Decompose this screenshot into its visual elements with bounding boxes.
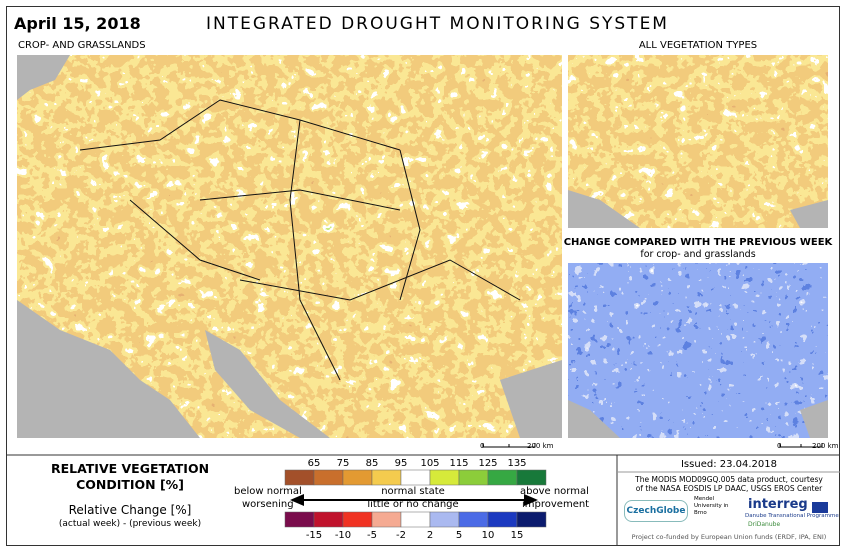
legend-swatch <box>342 469 373 486</box>
map-raster <box>568 263 828 438</box>
legend-swatch <box>429 511 460 528</box>
map-raster <box>568 55 828 228</box>
legend-swatch <box>371 469 402 486</box>
legend-break: 75 <box>337 458 350 469</box>
issued: Issued: 23.04.2018 <box>680 459 777 470</box>
legend-break: 65 <box>308 458 321 469</box>
scale-start: 0 <box>777 442 782 450</box>
logo-dridanube: DriDanube <box>748 521 781 528</box>
legend-break: -15 <box>306 530 322 541</box>
sea <box>568 400 828 438</box>
legend-swatch <box>487 469 518 486</box>
change-note: (actual week) - (previous week) <box>58 519 202 529</box>
credit: The MODIS MOD09GQ.005 data product, cour… <box>635 475 823 484</box>
scale-end: 200 km <box>812 442 839 450</box>
change-label: CHANGE COMPARED WITH THE PREVIOUS WEEK <box>563 237 833 248</box>
legend-swatch <box>487 511 518 528</box>
legend-break: 135 <box>507 458 526 469</box>
main-label: CROP- AND GRASSLANDS <box>18 40 146 51</box>
legend-break: 15 <box>511 530 524 541</box>
legend-swatch <box>400 469 431 486</box>
legend-swatch <box>429 469 460 486</box>
legend-break: 2 <box>427 530 433 541</box>
sea <box>568 190 828 228</box>
legend-swatch <box>516 469 547 486</box>
footer: Project co-funded by European Union fund… <box>631 533 827 541</box>
scale-end: 200 km <box>527 442 554 450</box>
legend-swatch <box>284 511 315 528</box>
legend-break: 10 <box>482 530 495 541</box>
legend-break: -10 <box>335 530 351 541</box>
legend-break: 5 <box>456 530 462 541</box>
logo-programme: Danube Transnational Programme <box>745 513 839 519</box>
legend-swatch <box>458 469 489 486</box>
scale-start: 0 <box>480 442 485 450</box>
legend-swatch <box>458 511 489 528</box>
borders <box>79 99 521 381</box>
legend-title: RELATIVE VEGETATION CONDITION [%] <box>50 461 210 492</box>
left-label: below normal <box>234 486 302 497</box>
logo-czechglobe: CzechGlobe <box>624 500 688 522</box>
legend-swatch <box>313 469 344 486</box>
main-map <box>17 55 562 438</box>
scale-bar <box>779 443 823 448</box>
side-map <box>568 55 828 228</box>
legend-swatch <box>342 511 373 528</box>
legend-break: 85 <box>366 458 379 469</box>
legend: 65 75 85 95 105 115 125 135 -15 -10 -5 -2 2 5 10 15 <box>284 458 547 541</box>
right-label: improvement <box>522 499 590 510</box>
center-label: normal state <box>381 486 445 497</box>
legend-swatch <box>516 511 547 528</box>
legend-swatch <box>400 511 431 528</box>
title: INTEGRATED DROUGHT MONITORING SYSTEM <box>206 14 669 34</box>
center-label: little or no change <box>367 499 459 510</box>
scale-bar <box>482 443 536 448</box>
legend-break: -5 <box>367 530 377 541</box>
frame <box>6 6 840 546</box>
legend-break: 125 <box>478 458 497 469</box>
left-label: worsening <box>242 499 294 510</box>
change-sublabel: for crop- and grasslands <box>640 249 756 260</box>
legend-break: 95 <box>395 458 408 469</box>
legend-swatch <box>313 511 344 528</box>
legend-swatch <box>371 511 402 528</box>
side-label: ALL VEGETATION TYPES <box>638 40 758 51</box>
change-title: Relative Change [%] <box>68 503 192 517</box>
date: April 15, 2018 <box>14 14 141 33</box>
legend-break: 115 <box>449 458 468 469</box>
logo-mendel: Mendel University in Brno <box>694 496 729 516</box>
credit: of the NASA EOSDIS LP DAAC, USGS EROS Ce… <box>635 484 823 493</box>
logo-interreg: interreg <box>748 497 808 512</box>
eu-flag <box>812 502 828 513</box>
legend-break: 105 <box>420 458 439 469</box>
change-map <box>568 263 828 438</box>
legend-swatch <box>284 469 315 486</box>
legend-break: -2 <box>396 530 406 541</box>
right-label: above normal <box>520 486 589 497</box>
sea <box>17 55 562 438</box>
